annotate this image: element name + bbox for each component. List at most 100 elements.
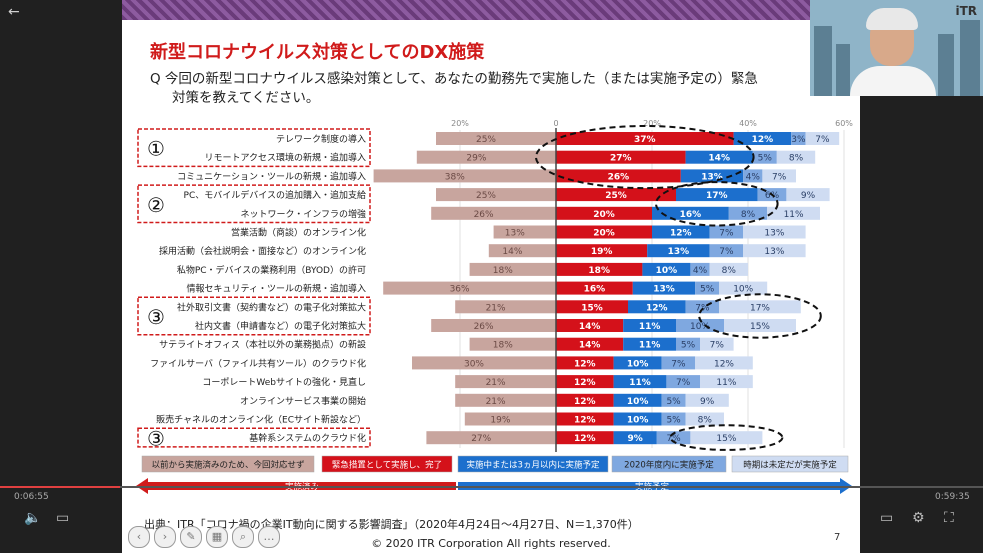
back-arrow-icon[interactable]: ← — [8, 4, 20, 20]
next-slide-icon[interactable]: › — [154, 526, 176, 548]
legend-box — [457, 455, 609, 473]
slide-title: 新型コロナウイルス対策としてのDX施策 — [150, 42, 485, 63]
bar-done — [556, 244, 648, 258]
legend-label: 以前から実施済みのため、今回対応せず — [151, 460, 304, 471]
bar-label: 7% — [719, 247, 734, 257]
bar-fy2020 — [656, 431, 691, 445]
bar-prior — [493, 225, 556, 239]
bar-fy2020 — [676, 319, 724, 332]
bar-prior — [431, 206, 556, 220]
bar-label: 11% — [639, 341, 661, 351]
bar-undecided — [695, 356, 753, 370]
bar-done — [556, 356, 614, 370]
bar-label: 11% — [639, 322, 661, 332]
bar-done — [556, 169, 681, 183]
bar-undecided — [700, 337, 734, 351]
subtitles-icon[interactable]: ▭ — [56, 510, 70, 526]
bar-inprogress — [613, 375, 667, 389]
legend-box — [141, 455, 315, 473]
bar-done — [556, 132, 734, 145]
bar-label: 10% — [627, 416, 649, 426]
bar-label: 13% — [764, 247, 784, 257]
bar-inprogress — [632, 281, 696, 295]
bar-label: 10% — [733, 285, 753, 295]
bar-prior — [426, 431, 556, 445]
bar-inprogress — [680, 169, 744, 183]
bar-label-prior: 29% — [466, 154, 486, 164]
bar-undecided — [805, 132, 840, 145]
video-progress-fill — [0, 486, 120, 488]
category-label: 販売チャネルのオンライン化（ECサイト新設など） — [156, 414, 366, 426]
bar-done — [556, 188, 676, 202]
bar-label: 12% — [752, 135, 774, 145]
volume-icon[interactable]: 🔈 — [24, 510, 42, 526]
bar-label: 5% — [666, 397, 681, 407]
bar-label: 27% — [610, 154, 632, 164]
legend-box — [611, 455, 727, 473]
slides-grid-icon[interactable]: ▦ — [206, 526, 228, 548]
bar-label-prior: 30% — [464, 359, 484, 369]
bar-label: 3% — [791, 135, 806, 145]
bar-label: 14% — [579, 341, 601, 351]
axis-tick-label: 0 — [553, 119, 558, 128]
group-box — [137, 128, 371, 168]
video-progress-bar[interactable] — [0, 486, 983, 488]
category-label: PC、モバイルデバイスの追加購入・追加支給 — [184, 189, 366, 201]
bar-label: 26% — [608, 172, 630, 182]
bar-undecided — [719, 281, 768, 295]
bar-label: 9% — [628, 434, 643, 444]
category-label: 社外取引文書（契約書など）の電子化対策拡大 — [177, 301, 366, 313]
bar-fy2020 — [695, 281, 720, 295]
bar-label: 20% — [593, 210, 615, 220]
highlight-circle — [535, 125, 755, 190]
caption-icon[interactable]: ▭ — [880, 510, 894, 526]
axis-tick-label: 60% — [835, 119, 853, 128]
bar-label: 5% — [700, 285, 715, 295]
legend-label: 緊急措置として実施し、完了 — [332, 460, 442, 471]
bar-fy2020 — [709, 225, 744, 239]
bar-fy2020 — [709, 244, 744, 258]
bar-fy2020 — [666, 375, 700, 389]
bar-prior — [412, 356, 556, 370]
bar-fy2020 — [661, 356, 696, 370]
bar-label: 12% — [574, 397, 596, 407]
group-box — [137, 296, 371, 336]
bar-inprogress — [623, 319, 676, 332]
bar-done — [556, 225, 652, 239]
bar-prior — [464, 412, 556, 426]
bar-undecided — [709, 262, 748, 276]
bar-done — [556, 300, 628, 314]
bar-inprogress — [613, 431, 657, 445]
group-box — [137, 184, 371, 224]
bar-inprogress — [613, 393, 662, 407]
category-label: オンラインサービス事業の開始 — [240, 395, 366, 407]
time-total: 0:59:35 — [935, 492, 970, 502]
bar-label: 11% — [784, 210, 804, 220]
pen-tool-icon[interactable]: ✎ — [180, 526, 202, 548]
copyright-text: © 2020 ITR Corporation All rights reserv… — [371, 537, 611, 550]
bar-inprogress — [613, 356, 662, 370]
fullscreen-icon[interactable]: ⛶ — [944, 510, 954, 526]
bar-label: 10% — [656, 266, 678, 276]
bar-label: 15% — [716, 434, 736, 444]
settings-icon[interactable]: ⚙ — [912, 510, 925, 526]
bar-undecided — [700, 375, 753, 389]
presenter-hair — [866, 8, 918, 30]
bar-done — [556, 412, 614, 426]
category-label: テレワーク制度の導入 — [276, 133, 366, 145]
bar-label: 12% — [646, 303, 668, 313]
bar-label: 8% — [741, 210, 756, 220]
webcam-bg-building — [960, 20, 980, 96]
axis-tick-label: 20% — [643, 119, 661, 128]
bar-label: 11% — [716, 378, 736, 388]
bar-inprogress — [613, 412, 662, 426]
bar-label: 9% — [700, 397, 715, 407]
more-options-icon[interactable]: … — [258, 526, 280, 548]
bar-done — [556, 262, 643, 276]
prev-slide-icon[interactable]: ‹ — [128, 526, 150, 548]
bar-label-prior: 18% — [493, 341, 513, 351]
bar-label: 5% — [681, 341, 696, 351]
zoom-icon[interactable]: ⌕ — [232, 526, 254, 548]
bar-label: 16% — [680, 210, 702, 220]
bar-undecided — [685, 393, 729, 407]
